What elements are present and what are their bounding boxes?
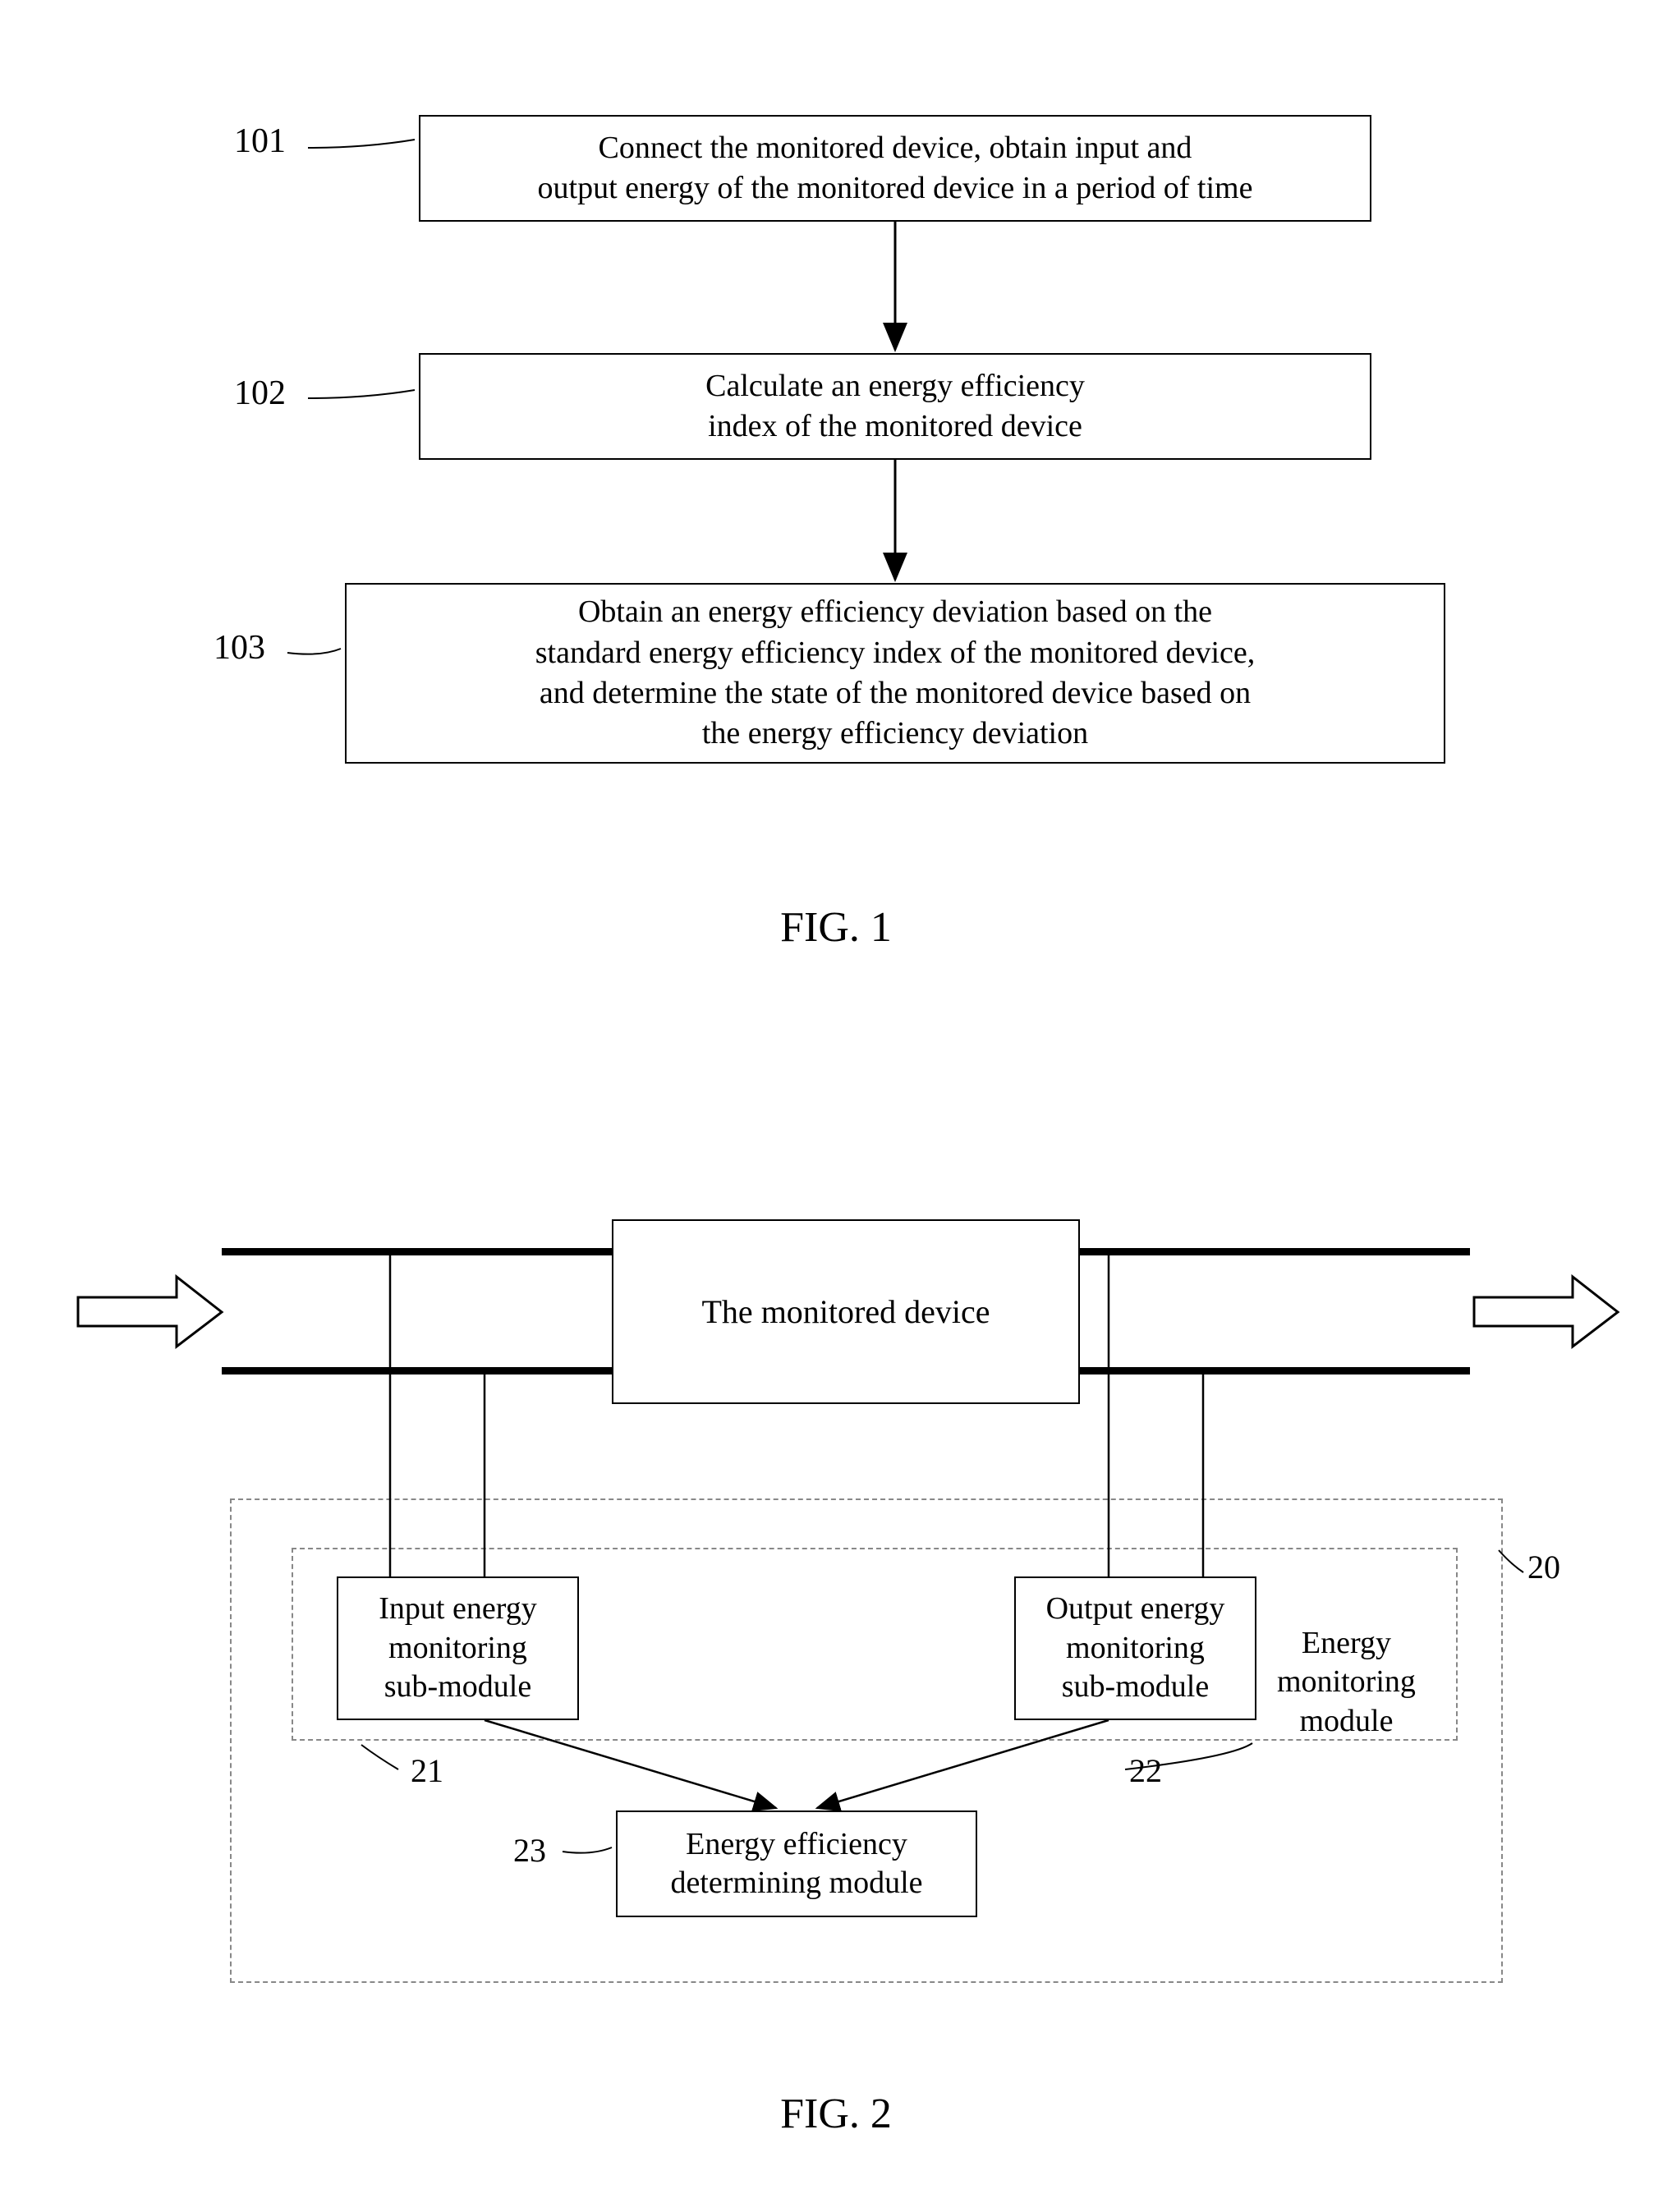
output-energy-submodule: Output energy monitoring sub-module <box>1014 1576 1256 1720</box>
figure-1: Connect the monitored device, obtain inp… <box>0 115 1672 1018</box>
ref-23: 23 <box>513 1831 546 1870</box>
energy-efficiency-determining-module: Energy efficiency determining module <box>616 1810 977 1917</box>
ref-21: 21 <box>411 1751 443 1790</box>
ref-22: 22 <box>1129 1751 1162 1790</box>
ref-103: 103 <box>214 628 265 668</box>
determining-module-text: Energy efficiency determining module <box>670 1825 922 1903</box>
input-energy-submodule: Input energy monitoring sub-module <box>337 1576 579 1720</box>
output-energy-submodule-text: Output energy monitoring sub-module <box>1046 1590 1225 1707</box>
output-arrow-icon <box>1474 1277 1618 1347</box>
step-103-box: Obtain an energy efficiency deviation ba… <box>345 583 1445 764</box>
step-101-box: Connect the monitored device, obtain inp… <box>419 115 1371 222</box>
step-101-text: Connect the monitored device, obtain inp… <box>538 128 1253 209</box>
ref-20: 20 <box>1527 1548 1560 1586</box>
step-102-box: Calculate an energy efficiency index of … <box>419 353 1371 460</box>
fig2-lines <box>0 1174 1672 2159</box>
energy-monitoring-module-label: Energy monitoring module <box>1277 1585 1416 1741</box>
fig2-caption: FIG. 2 <box>0 2090 1672 2138</box>
input-energy-submodule-text: Input energy monitoring sub-module <box>379 1590 536 1707</box>
figure-2: The monitored device Input energy monito… <box>0 1174 1672 2159</box>
input-arrow-icon <box>78 1277 222 1347</box>
step-102-text: Calculate an energy efficiency index of … <box>705 366 1085 447</box>
ref-102: 102 <box>234 374 286 413</box>
fig1-caption: FIG. 1 <box>0 903 1672 952</box>
fig1-arrows <box>0 115 1672 1018</box>
step-103-text: Obtain an energy efficiency deviation ba… <box>535 592 1256 755</box>
ref-101: 101 <box>234 122 286 161</box>
